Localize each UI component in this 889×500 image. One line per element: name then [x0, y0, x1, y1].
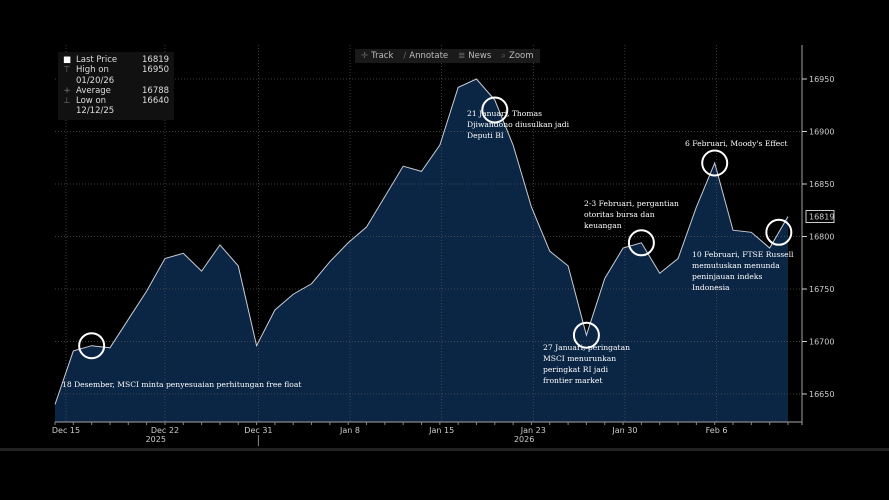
annotation-21-jan: 21 Januari, Thomas Djiwandono diusulkan …: [467, 109, 570, 140]
legend-average: + Average 16788: [63, 85, 170, 96]
x-tick-label: Dec 22: [151, 426, 179, 435]
annotation-marker: [627, 229, 655, 257]
news-button[interactable]: ≣ News: [458, 51, 492, 61]
zoom-button[interactable]: ⌕ Zoom: [501, 51, 534, 61]
low-icon: ⊥: [63, 96, 71, 107]
year-label: 2026: [514, 435, 534, 444]
y-tick-label: 16900: [809, 128, 834, 137]
x-tick-label: Feb 6: [706, 426, 728, 435]
annotation-marker: [481, 96, 509, 124]
crosshair-icon: ✛: [361, 51, 369, 61]
x-tick-label: Jan 23: [520, 426, 546, 435]
annotation-marker: [765, 218, 793, 246]
average-icon: +: [63, 85, 71, 96]
chart-toolbar: ✛ Track ∕ Annotate ≣ News ⌕ Zoom: [355, 49, 540, 63]
y-tick-label: 16650: [809, 390, 834, 399]
x-tick-label: Dec 31: [244, 426, 272, 435]
legend: ■ Last Price 16819 ⊤ High on 01/20/26 16950 …: [58, 52, 175, 120]
annotation-27-jan: 27 Januari, peringatan MSCI menurunkan p…: [543, 343, 631, 385]
annotation-marker: [572, 321, 600, 349]
price-line: [54, 78, 789, 405]
x-tick-label: Jan 30: [611, 426, 637, 435]
y-tick-label: 16700: [809, 338, 834, 347]
pencil-icon: ∕: [403, 51, 407, 61]
y-tick-label: 16950: [809, 75, 834, 84]
last-price-value: 16819: [809, 213, 834, 222]
bottom-bar: [0, 448, 889, 451]
track-button[interactable]: ✛ Track: [361, 51, 394, 61]
annotation-10-feb: 10 Februari, FTSE Russell memutuskan men…: [692, 250, 794, 292]
x-tick-label: Dec 15: [52, 426, 80, 435]
annotation-18-des: 18 Desember, MSCI minta penyesuaian perh…: [62, 380, 302, 389]
magnifier-icon: ⌕: [501, 51, 507, 61]
y-tick-label: 16750: [809, 285, 834, 294]
annotation-marker: [701, 149, 729, 177]
x-tick-label: Jan 8: [339, 426, 360, 435]
annotation-6-feb: 6 Februari, Moody's Effect: [685, 139, 788, 148]
legend-low: ⊥ Low on 12/12/25 16640: [63, 96, 170, 117]
legend-last-price: ■ Last Price 16819: [62, 55, 170, 65]
last-price-tag: [805, 210, 835, 223]
year-label: 2025: [146, 435, 166, 444]
high-icon: ⊤: [63, 65, 71, 76]
legend-high: ⊤ High on 01/20/26 16950: [63, 65, 170, 86]
news-icon: ≣: [458, 51, 466, 61]
annotation-marker: [78, 332, 106, 360]
annotate-button[interactable]: ∕ Annotate: [403, 51, 449, 61]
y-tick-label: 16800: [809, 233, 834, 242]
last-price-icon: ■: [62, 55, 72, 65]
y-tick-label: 16850: [809, 180, 834, 189]
x-tick-label: Jan 15: [428, 426, 454, 435]
price-area: [55, 79, 788, 422]
annotation-2-3-feb: 2-3 Februari, pergantian otoritas bursa …: [584, 199, 679, 230]
